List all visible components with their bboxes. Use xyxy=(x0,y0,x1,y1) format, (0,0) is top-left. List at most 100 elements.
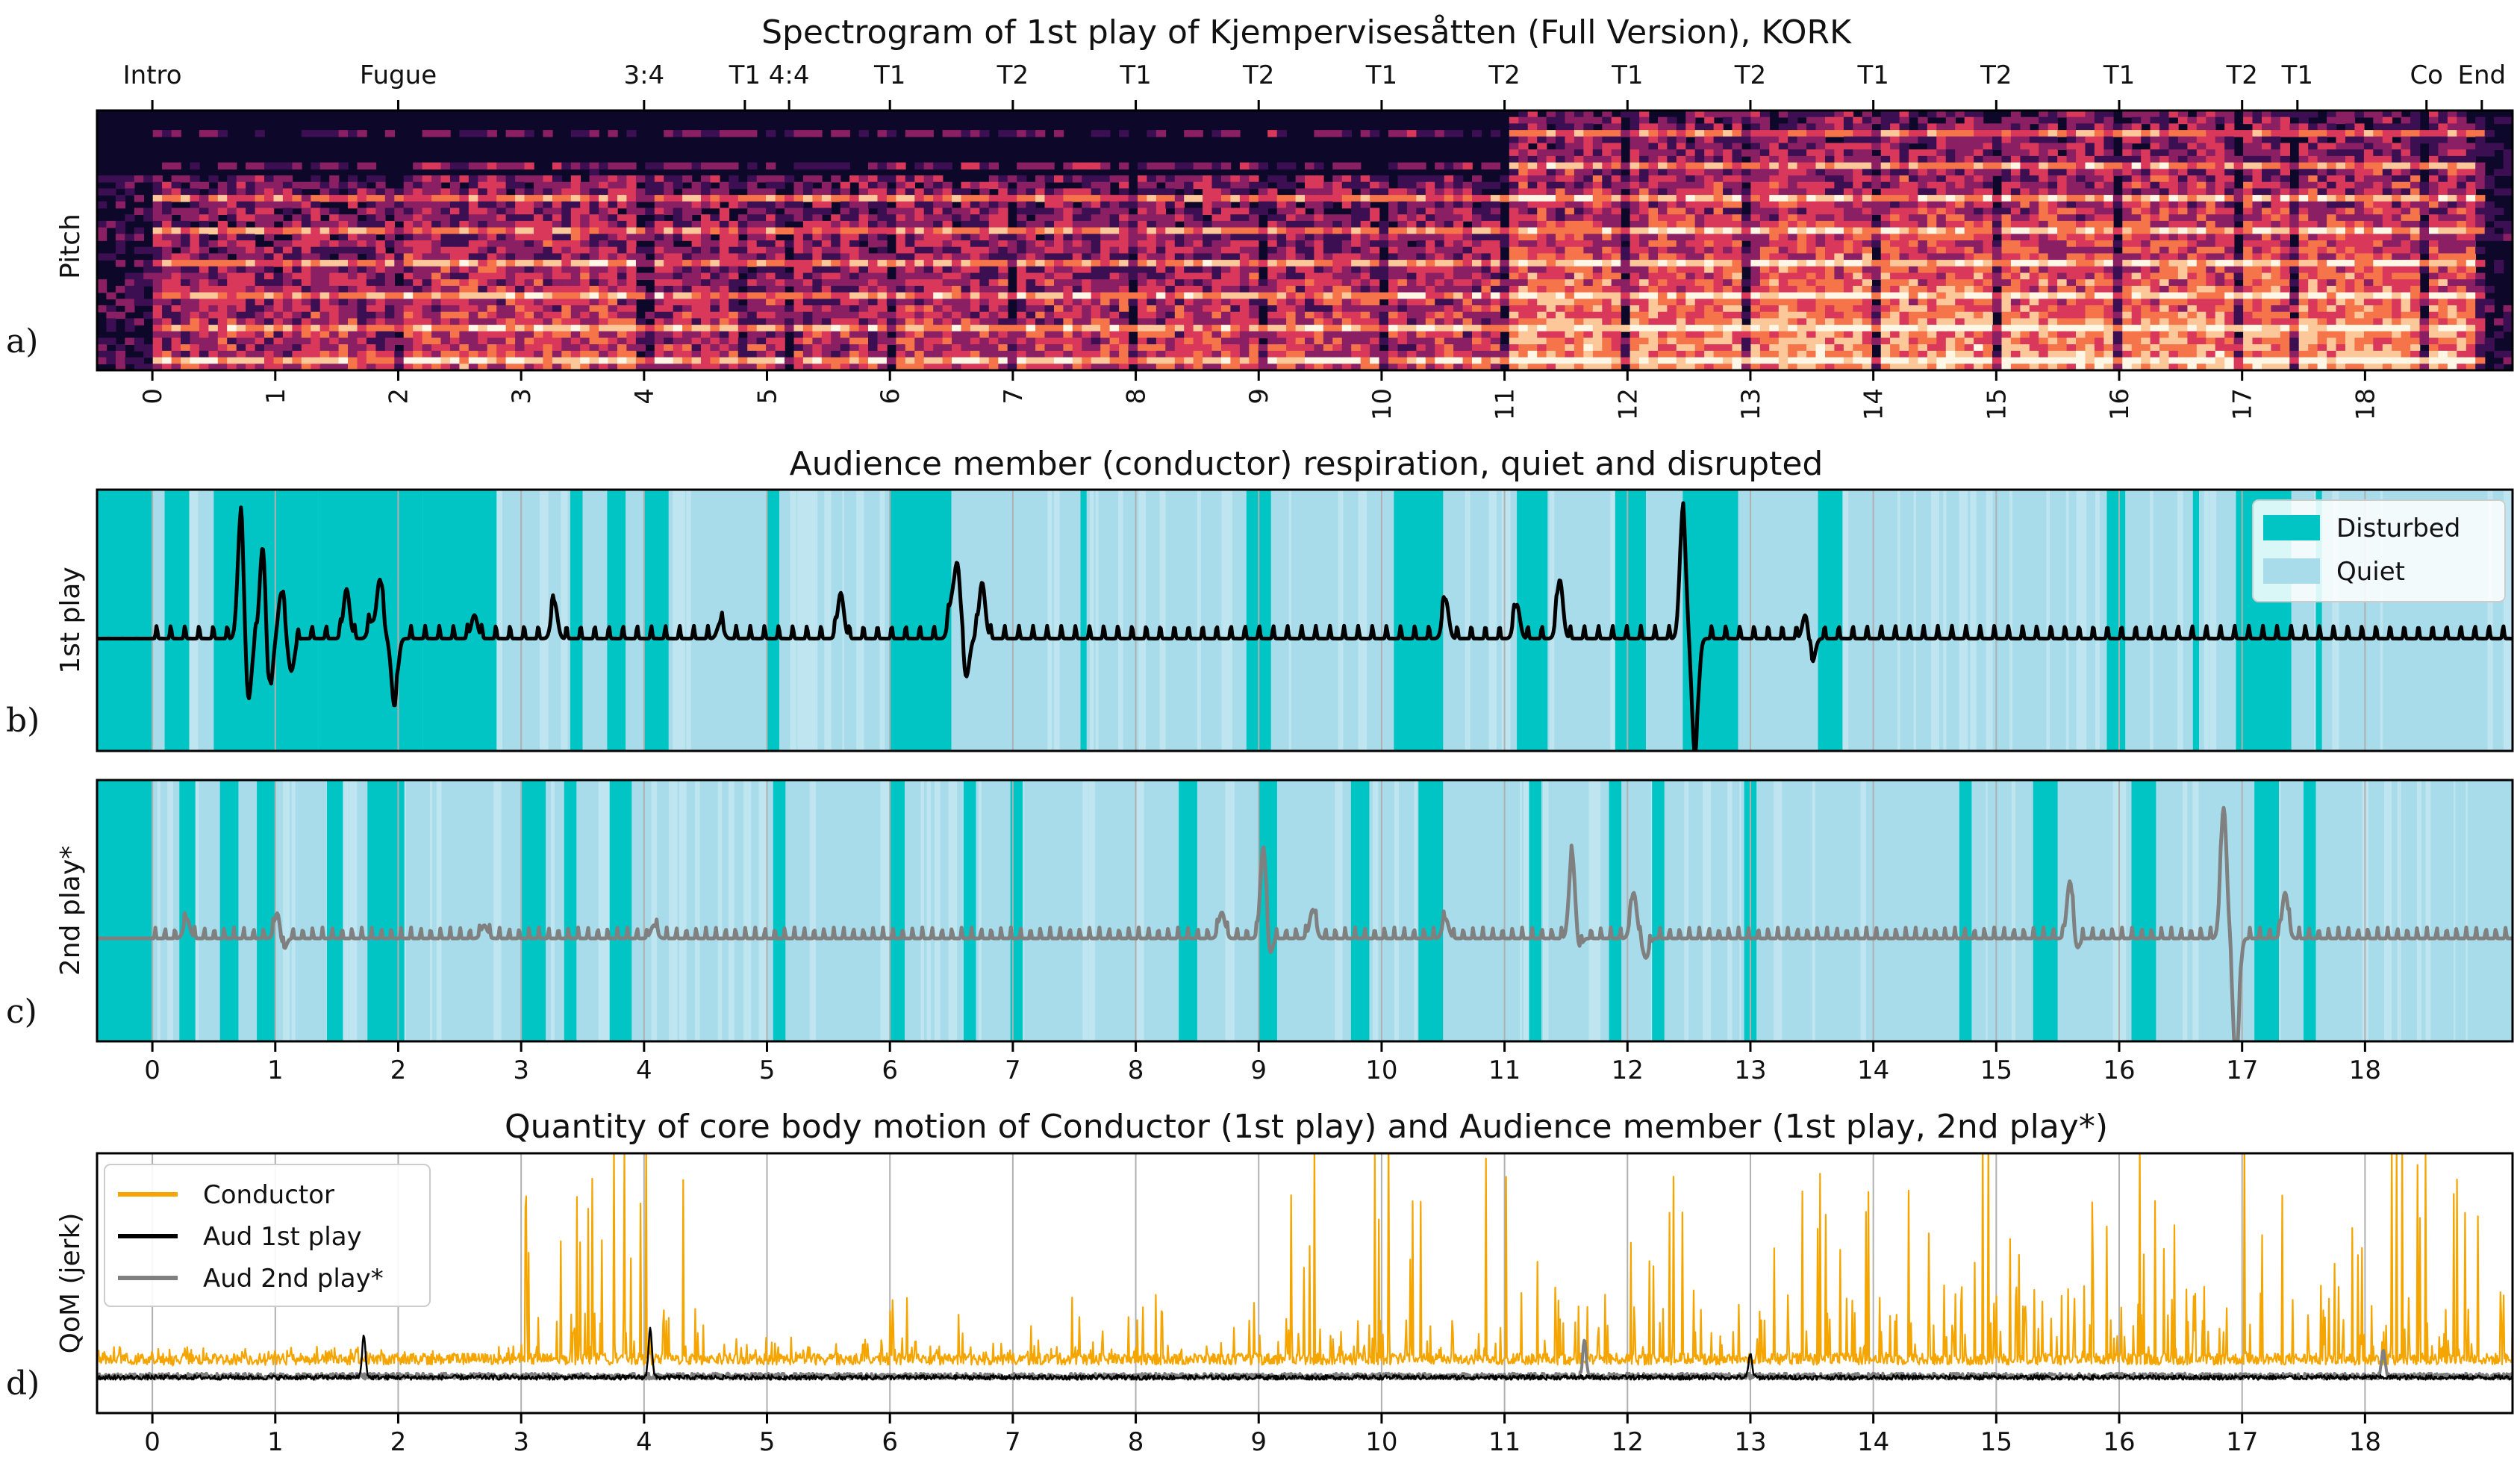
spectrogram-cell xyxy=(1128,266,1138,274)
spectrogram-cell xyxy=(877,214,888,222)
spectrogram-cell xyxy=(1007,357,1017,365)
spectrogram-cell xyxy=(1527,181,1538,190)
spectrogram-cell xyxy=(255,331,265,339)
spectrogram-cell xyxy=(1267,266,1278,274)
spectrogram-cell xyxy=(1574,266,1585,274)
spectrogram-cell xyxy=(311,208,321,215)
spectrogram-cell xyxy=(1509,143,1519,150)
spectrogram-cell xyxy=(691,299,702,306)
spectrogram-cell xyxy=(961,318,971,325)
spectrogram-cell xyxy=(1128,272,1138,280)
spectrogram-cell xyxy=(942,195,952,202)
spectrogram-cell xyxy=(208,272,219,280)
spectrogram-cell xyxy=(534,325,544,332)
spectrogram-cell xyxy=(1063,311,1073,319)
spectrogram-cell xyxy=(1147,227,1157,235)
spectrogram-cell xyxy=(217,220,228,228)
spectrogram-cell xyxy=(645,181,655,190)
spectrogram-cell xyxy=(1611,325,1621,332)
spectrogram-cell xyxy=(440,311,451,319)
spectrogram-cell xyxy=(273,201,284,209)
spectrogram-cell xyxy=(812,279,823,287)
spectrogram-cell xyxy=(1388,279,1399,287)
spectrogram-cell xyxy=(1388,195,1399,202)
spectrogram-cell xyxy=(793,214,804,222)
spectrogram-cell xyxy=(208,195,219,202)
spectrogram-cell xyxy=(821,337,832,345)
spectrogram-cell xyxy=(1509,331,1519,339)
spectrogram-cell xyxy=(487,357,497,365)
spectrogram-cell xyxy=(1462,253,1473,261)
spectrogram-cell xyxy=(543,344,553,352)
spectrogram-cell xyxy=(1286,344,1297,352)
spectrogram-cell xyxy=(1435,208,1445,215)
spectrogram-cell xyxy=(793,357,804,365)
spectrogram-cell xyxy=(970,253,981,261)
spectrogram-cell xyxy=(635,234,646,241)
spectrogram-cell xyxy=(1017,195,1027,202)
spectrogram-cell xyxy=(338,279,349,287)
spectrogram-cell xyxy=(487,214,497,222)
spectrogram-cell xyxy=(570,220,581,228)
spectrogram-cell xyxy=(1174,253,1185,261)
spectrogram-cell xyxy=(988,246,999,255)
spectrogram-cell xyxy=(654,299,664,306)
spectrogram-cell xyxy=(1119,344,1129,352)
spectrogram-cell xyxy=(1481,234,1491,241)
spectrogram-cell xyxy=(608,220,618,228)
spectrogram-cell xyxy=(152,331,163,339)
spectrogram-cell xyxy=(1621,357,1631,365)
spectrogram-cell xyxy=(403,175,414,183)
spectrogram-cell xyxy=(1305,175,1315,183)
spectrogram-cell xyxy=(282,175,293,183)
spectrogram-cell xyxy=(775,201,785,209)
spectrogram-cell xyxy=(543,285,553,293)
spectrogram-cell xyxy=(1611,136,1621,144)
spectrogram-cell xyxy=(1017,234,1027,241)
spectrogram-cell xyxy=(988,305,999,313)
spectrogram-cell xyxy=(812,344,823,352)
spectrogram-cell xyxy=(1462,214,1473,222)
spectrogram-cell xyxy=(264,201,275,209)
spectrogram-cell xyxy=(190,234,200,241)
spectrogram-cell xyxy=(1518,175,1529,183)
spectrogram-cell xyxy=(478,305,488,313)
spectrogram-cell xyxy=(171,220,181,228)
spectrogram-cell xyxy=(1583,130,1594,137)
spectrogram-cell xyxy=(422,350,432,358)
spectrogram-cell xyxy=(1203,357,1213,365)
spectrogram-cell xyxy=(152,266,163,274)
spectrogram-cell xyxy=(1509,357,1519,365)
spectrogram-cell xyxy=(1574,305,1585,313)
spectrogram-cell xyxy=(1481,220,1491,228)
spectrogram-cell xyxy=(384,331,395,339)
spectrogram-cell xyxy=(691,260,702,267)
spectrogram-cell xyxy=(617,331,628,339)
spectrogram-cell xyxy=(589,272,599,280)
spectrogram-cell xyxy=(208,201,219,209)
spectrogram-cell xyxy=(552,214,563,222)
spectrogram-cell xyxy=(1360,181,1370,190)
spectrogram-cell xyxy=(1147,272,1157,280)
spectrogram-cell xyxy=(1267,240,1278,248)
spectrogram-cell xyxy=(608,292,618,300)
spectrogram-cell xyxy=(1035,318,1046,325)
spectrogram-cell xyxy=(737,246,748,255)
spectrogram-cell xyxy=(868,272,879,280)
spectrogram-cell xyxy=(1017,253,1027,261)
spectrogram-cell xyxy=(589,292,599,300)
spectrogram-cell xyxy=(431,331,442,339)
spectrogram-cell xyxy=(914,188,925,196)
spectrogram-cell xyxy=(877,253,888,261)
spectrogram-cell xyxy=(1574,169,1585,176)
spectrogram-cell xyxy=(543,227,553,235)
spectrogram-cell xyxy=(1295,227,1306,235)
spectrogram-cell xyxy=(1509,169,1519,176)
spectrogram-cell xyxy=(802,350,814,358)
spectrogram-cell xyxy=(858,175,869,183)
spectrogram-cell xyxy=(802,357,814,365)
spectrogram-cell xyxy=(766,130,776,137)
spectrogram-cell xyxy=(849,227,860,235)
spectrogram-cell xyxy=(1203,162,1213,170)
spectrogram-cell xyxy=(1592,130,1603,137)
